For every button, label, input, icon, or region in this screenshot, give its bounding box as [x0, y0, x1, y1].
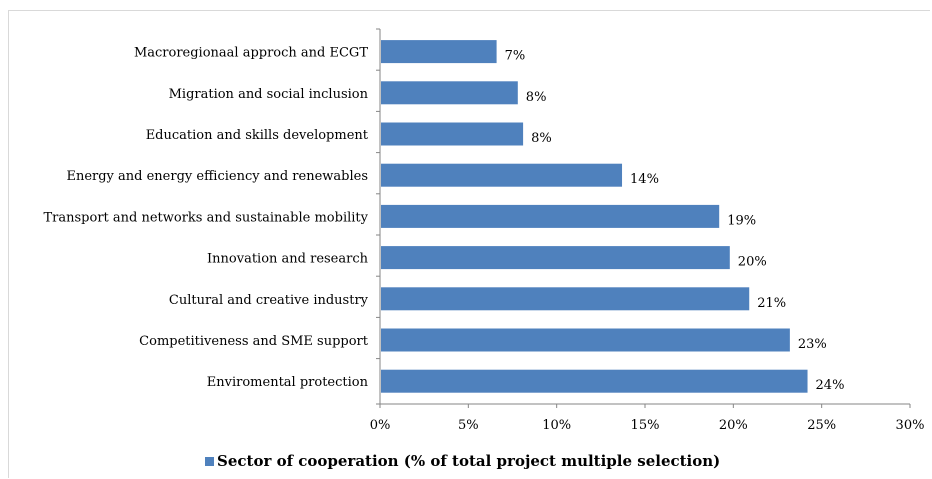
x-tick-label: 15% [631, 418, 660, 433]
bar [381, 40, 497, 64]
data-label: 7% [505, 49, 526, 64]
bar [381, 369, 808, 393]
data-label: 20% [738, 255, 767, 270]
bar [381, 204, 720, 228]
data-label: 24% [816, 378, 845, 393]
category-label: Energy and energy efficiency and renewab… [66, 169, 368, 184]
category-label: Migration and social inclusion [169, 87, 369, 102]
bar [381, 287, 750, 311]
category-label: Transport and networks and sustainable m… [44, 210, 369, 225]
x-tick-label: 5% [458, 418, 479, 433]
x-tick-label: 0% [370, 418, 391, 433]
category-label: Macroregionaal approch and ECGT [134, 46, 368, 61]
legend: Sector of cooperation (% of total projec… [205, 452, 720, 470]
bar [381, 328, 790, 352]
category-label: Innovation and research [207, 252, 369, 267]
category-label: Competitiveness and SME support [139, 334, 369, 349]
bar [381, 246, 730, 270]
bar [381, 122, 524, 146]
data-label: 21% [757, 296, 786, 311]
category-label: Education and skills development [146, 128, 369, 143]
data-label: 14% [630, 172, 659, 187]
data-label: 23% [798, 337, 827, 352]
bar [381, 163, 623, 187]
x-tick-label: 20% [719, 418, 748, 433]
data-label: 19% [727, 213, 756, 228]
x-tick-label: 30% [896, 418, 925, 433]
chart-frame [8, 10, 930, 478]
x-tick-label: 25% [807, 418, 836, 433]
data-label: 8% [526, 90, 547, 105]
category-label: Cultural and creative industry [169, 293, 369, 308]
legend-swatch [205, 456, 214, 466]
data-label: 8% [531, 131, 552, 146]
category-label: Enviromental protection [207, 375, 369, 390]
legend-label: Sector of cooperation (% of total projec… [217, 452, 721, 470]
bar [381, 81, 518, 105]
x-tick-label: 10% [542, 418, 571, 433]
